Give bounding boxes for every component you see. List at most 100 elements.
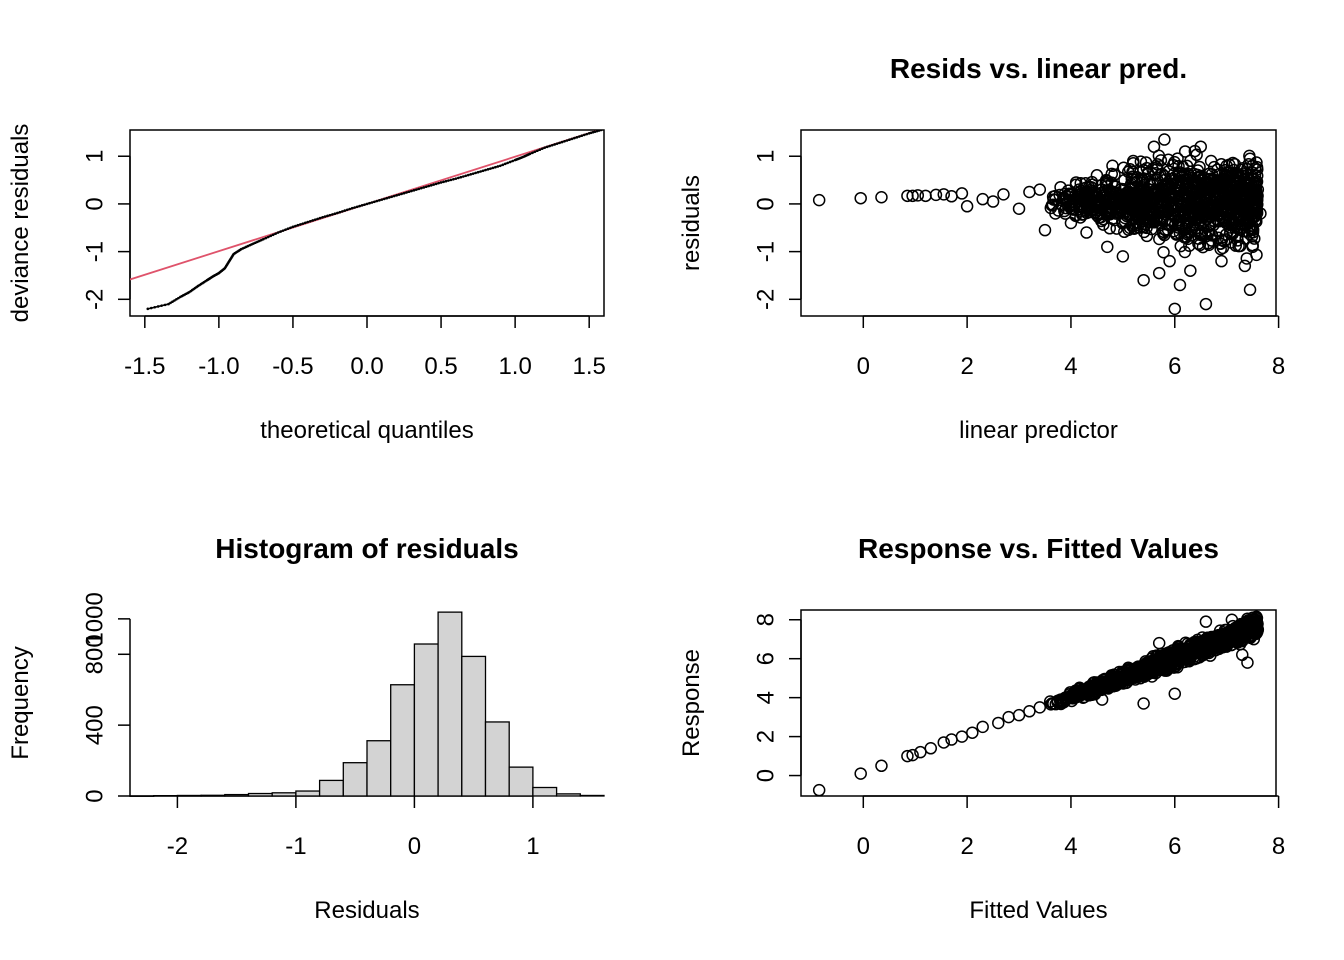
scatter-point [1123,162,1137,176]
scatter-point [1098,205,1112,219]
scatter-point [1214,242,1227,256]
scatter-point [1158,133,1171,146]
scatter-point [1173,226,1187,240]
y-tick-label-2: 800 [81,634,108,674]
scatter-point [997,188,1010,201]
histogram-bar [390,684,416,797]
scatter-point [1012,202,1026,215]
scatter-point [1145,662,1158,676]
scatter-point [1152,206,1166,219]
scatter-point [1023,185,1036,199]
scatter-point [1152,636,1166,650]
scatter-point [1214,237,1227,250]
scatter-point [1064,202,1078,215]
scatter-point [1168,302,1182,316]
scatter-point [1250,206,1264,220]
scatter-point [929,188,943,202]
scatter-point [1246,619,1260,632]
scatter-point [1188,144,1202,158]
scatter-point [976,192,989,206]
scatter-point [1189,636,1202,650]
scatter-point [1137,273,1150,287]
scatter-point [1046,198,1060,212]
scatter-point [1111,669,1124,683]
scatter-point [1137,697,1150,710]
histogram-bar [532,786,558,797]
scatter-point [955,187,969,200]
scatter-point [1226,227,1239,241]
scatter-point [812,783,826,796]
scatter-point [1099,178,1113,191]
scatter-point [1179,182,1193,196]
x-tick-label-1: 4 [1064,353,1077,380]
scatter-point [1155,167,1169,181]
scatter-point [986,195,1000,208]
scatter-point [1038,223,1052,237]
histogram-bar [461,655,487,797]
scatter-point [937,736,951,749]
scatter-point [1063,686,1077,699]
scatter-point [1165,173,1178,186]
scatter-point [1166,188,1179,202]
x-tick-label-3: 4 [1064,833,1077,860]
x-tick-label-1: 6 [1168,353,1181,380]
scatter-point [1219,228,1233,241]
scatter-point [1110,677,1123,691]
scatter-point [1077,195,1090,208]
scatter-point [1139,217,1152,231]
scatter-point [1033,701,1047,714]
x-axis-label-3: Fitted Values [969,897,1107,924]
scatter-point [1239,626,1253,639]
x-axis-label-1: linear predictor [959,417,1118,444]
scatter-point [1225,625,1238,639]
y-tick-label-0: -1 [81,241,108,262]
scatter-point [1091,681,1105,695]
scatter-point [1241,200,1255,214]
scatter-point [1229,220,1242,233]
histogram-bar [413,643,439,797]
scatter-point [1150,191,1163,205]
y-tick-label-3: 4 [752,691,779,704]
scatter-point [1152,266,1166,280]
scatter-point [1235,192,1248,206]
histogram-bar [342,762,368,797]
y-tick-label-3: 8 [752,613,779,626]
x-tick-label-0: 1.5 [573,353,606,380]
scatter-point [1118,195,1131,208]
scatter-point [1210,634,1223,648]
scatter-point [1191,184,1205,197]
y-tick-label-2: 1000 [81,592,108,645]
scatter-point [924,742,938,755]
scatter-point [1173,166,1186,179]
scatter-point [1131,199,1145,213]
scatter-point [901,749,914,763]
chart-title-1: Resids vs. linear pred. [890,53,1187,84]
histogram-bar [579,794,605,797]
x-tick-label-3: 8 [1272,833,1285,860]
scatter-point [1202,210,1216,223]
x-tick-label-2: 1 [526,833,539,860]
panel-1: Resids vs. linear pred. linear predictor r… [678,53,1285,444]
scatter-point [1250,156,1263,169]
scatter-point [1195,228,1208,241]
plot-area-0 [130,130,603,311]
y-tick-label-3: 0 [752,769,779,782]
scatter-point [945,190,958,203]
histogram-bar [295,790,321,797]
scatter-point [1227,192,1240,205]
scatter-point [1153,232,1166,246]
x-tick-label-0: 0.0 [350,353,383,380]
qq-point-trace [147,130,602,310]
scatter-point [1137,181,1150,194]
y-tick-label-0: -2 [81,289,108,310]
scatter-point [1240,171,1253,185]
scatter-point [1157,245,1170,259]
y-tick-label-2: 400 [81,705,108,745]
histogram-bar [271,792,297,797]
scatter-point [812,193,826,207]
histogram-bar [318,779,344,797]
scatter-point [1161,657,1175,671]
scatter-point [1243,283,1257,297]
histogram-bar [176,794,202,797]
scatter-point [1184,264,1197,277]
